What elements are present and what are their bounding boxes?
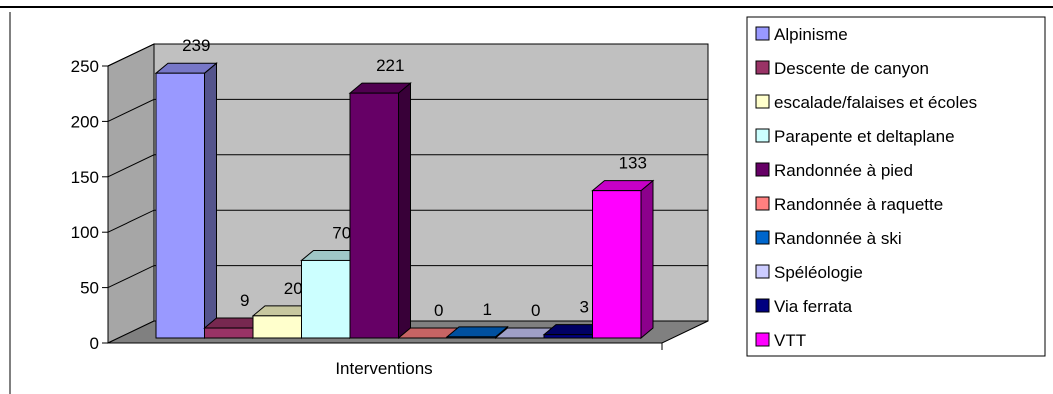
data-label-via-ferrata: 3 [580,298,589,317]
data-label-parapente-et-deltaplane: 70 [332,223,351,242]
bars [154,62,655,340]
legend-item-descente-de-canyon: Descente de canyon [755,59,929,78]
gridlines [107,43,708,289]
gridline [107,265,708,289]
y-tick-label: 250 [71,57,99,76]
legend-label: Via ferrata [774,297,853,316]
legend-swatch [755,60,770,75]
data-label-vtt: 133 [619,154,647,173]
legend-label: Parapente et deltaplane [774,127,955,146]
legend-label: Descente de canyon [774,59,929,78]
legend-swatch [755,264,770,279]
legend-swatch [755,128,770,143]
legend-item-randonnee-a-ski: Randonnée à ski [755,229,902,248]
legend-swatch [755,230,770,245]
gridline [107,98,708,122]
legend-swatch [755,298,770,313]
legend-item-randonnee-a-pied: Randonnée à pied [755,161,913,180]
legend: Alpinisme Descente de canyon escalade/fala… [746,16,1046,357]
legend-item-via-ferrata: Via ferrata [755,297,853,316]
y-tick-label: 0 [90,334,99,353]
y-tick-label: 200 [71,112,99,131]
legend-item-speleologie: Spéléologie [755,263,863,282]
bar-alpinisme [154,62,218,340]
legend-box [746,16,1046,357]
y-tick-labels: 0 50 100 150 200 250 [71,57,99,353]
axes [102,65,663,350]
gridline [107,209,708,233]
data-label-randonnee-a-pied: 221 [376,56,404,75]
legend-swatch [755,94,770,109]
data-label-randonnee-a-ski: 1 [483,300,492,319]
y-tick-label: 50 [80,279,99,298]
gridline [107,154,708,178]
data-label-descente-de-canyon: 9 [240,291,249,310]
y-tick-label: 100 [71,223,99,242]
legend-swatch [755,162,770,177]
legend-label: escalade/falaises et écoles [774,93,977,112]
side-wall [107,43,155,344]
legend-item-parapente-et-deltaplane: Parapente et deltaplane [755,127,955,146]
data-label-randonnee-a-raquette: 0 [434,301,443,320]
legend-item-vtt: VTT [755,331,806,350]
legend-item-escalade-falaises-et-ecoles: escalade/falaises et écoles [755,93,977,112]
legend-label: Randonnée à ski [774,229,902,248]
legend-swatch [755,196,770,211]
gridline [107,43,708,67]
legend-label: Spéléologie [774,263,863,282]
data-label-escalade-falaises-et-ecoles: 20 [284,279,303,298]
x-axis-category-label: Interventions [335,359,432,378]
y-tick-label: 150 [71,168,99,187]
legend-item-randonnee-a-raquette: Randonnée à raquette [755,195,943,214]
legend-swatch [755,26,770,41]
legend-swatch [755,332,770,347]
bar-vtt [591,179,655,340]
bar-randonnee-a-pied [348,82,412,340]
legend-label: Alpinisme [774,25,848,44]
legend-item-alpinisme: Alpinisme [755,25,848,44]
legend-label: Randonnée à raquette [774,195,943,214]
data-label-speleologie: 0 [531,301,540,320]
data-labels: 239 9 20 70 221 0 1 0 3 133 [182,36,647,320]
data-label-alpinisme: 239 [182,36,210,55]
legend-label: Randonnée à pied [774,161,913,180]
legend-label: VTT [774,331,806,350]
